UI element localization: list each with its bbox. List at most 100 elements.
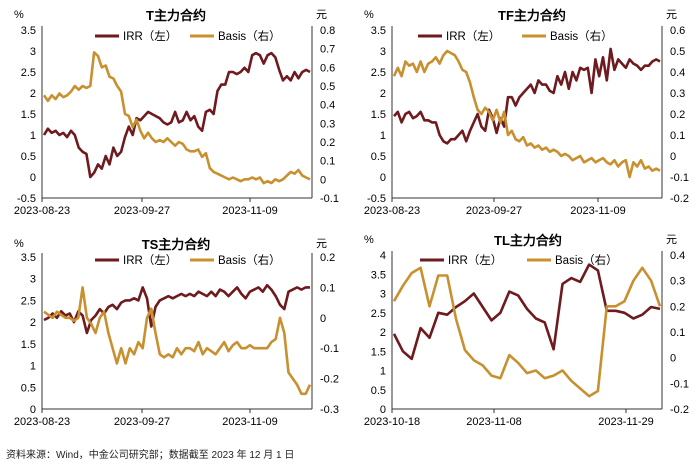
legend-basis-label: Basis（右） (218, 253, 281, 267)
left-tick-label: 2.5 (21, 295, 36, 307)
x-tick-label: 2023-11-09 (222, 416, 277, 428)
right-tick-label: -0.1 (320, 193, 339, 205)
left-tick-label: 1.5 (371, 109, 386, 121)
x-tick-label: 2023-11-09 (570, 205, 625, 217)
right-axis-unit: 元 (316, 238, 327, 250)
chart-title: T主力合约 (146, 8, 206, 23)
x-tick-label: 2023-09-27 (114, 416, 170, 428)
left-tick-label: 1 (30, 130, 36, 142)
right-tick-label: 0.4 (320, 100, 335, 112)
right-tick-label: 0.3 (670, 88, 685, 100)
left-tick-label: -0.5 (17, 193, 36, 205)
right-tick-label: 0.5 (670, 46, 685, 58)
left-axis-unit: % (364, 234, 374, 246)
left-tick-label: 3.5 (371, 269, 386, 281)
legend-basis-label: Basis（右） (550, 29, 613, 43)
irr-series-line (392, 263, 661, 361)
left-tick-label: -0.5 (367, 193, 386, 205)
legend-irr-label: IRR（左） (123, 253, 177, 267)
chart-panel-2: TF主力合约% 元 3.5 3 2.5 2 1.5 1 0.5 0 -0.5 0.6 0.5 0.4 0.3… (364, 8, 689, 217)
chart-title: TS主力合约 (142, 237, 211, 252)
x-tick-label: 2023-11-08 (466, 416, 521, 428)
right-tick-label: -0.1 (670, 172, 689, 184)
left-tick-label: 2 (30, 88, 36, 100)
source-note: 资料来源：Wind，中金公司研究部；数据截至 2023 年 12 月 1 日 (6, 450, 295, 461)
left-tick-label: 2.5 (371, 308, 386, 320)
left-axis-unit: % (14, 9, 24, 21)
x-tick-label: 2023-09-27 (114, 205, 170, 217)
right-tick-label: 0.2 (320, 252, 335, 264)
left-tick-label: 2.5 (371, 67, 386, 79)
left-tick-label: 0 (380, 404, 386, 416)
right-tick-label: -0.2 (670, 404, 689, 416)
legend-irr-label: IRR（左） (123, 29, 177, 43)
left-tick-label: 1.5 (21, 109, 36, 121)
irr-series-line (393, 47, 661, 145)
irr-series-line (42, 51, 311, 179)
left-tick-label: 2 (380, 327, 386, 339)
right-tick-label: 0.2 (670, 109, 685, 121)
right-tick-label: -0.2 (320, 374, 339, 386)
right-tick-label: 0 (320, 174, 326, 186)
left-tick-label: 0 (30, 404, 36, 416)
legend-irr-label: IRR（左） (446, 29, 500, 43)
right-tick-label: 0.6 (670, 25, 685, 37)
basis-series-line (392, 266, 662, 398)
left-tick-label: 0 (30, 172, 36, 184)
right-tick-label: 0 (670, 353, 676, 365)
right-tick-label: 0.1 (320, 282, 335, 294)
left-tick-label: 1.5 (371, 346, 386, 358)
right-tick-label: -0.1 (670, 378, 689, 390)
left-tick-label: 3 (30, 274, 36, 286)
right-tick-label: 0.1 (320, 156, 335, 168)
left-tick-label: 3 (380, 289, 386, 301)
left-tick-label: 3 (30, 46, 36, 58)
chart-panel-3: TS主力合约% 元 3.5 3 2.5 2 1.5 1 0.5 0 0.2 0.1 0 -0.1 -0.2 -… (14, 237, 339, 428)
left-tick-label: 1 (380, 130, 386, 142)
x-tick-label: 2023-09-27 (466, 205, 522, 217)
x-tick-label: 2023-11-09 (222, 205, 277, 217)
x-tick-label: 2023-10-18 (364, 416, 420, 428)
right-tick-label: 0.1 (670, 327, 685, 339)
right-tick-label: 0.6 (320, 62, 335, 74)
basis-series-line (42, 51, 311, 185)
right-axis-unit: 元 (666, 9, 677, 21)
right-tick-label: -0.3 (320, 404, 339, 416)
left-tick-label: 3.5 (21, 252, 36, 264)
basis-series-line (392, 49, 661, 179)
right-tick-label: 0.4 (670, 250, 685, 262)
x-tick-label: 2023-08-23 (364, 205, 420, 217)
irr-series-line (43, 283, 310, 335)
chart-title: TF主力合约 (498, 8, 566, 23)
right-tick-label: 0.2 (320, 137, 335, 149)
left-axis-unit: % (364, 9, 374, 21)
left-tick-label: 4 (380, 250, 386, 262)
left-tick-label: 3.5 (21, 25, 36, 37)
basis-series-line (43, 286, 312, 396)
legend-irr-label: IRR（左） (448, 253, 502, 267)
chart-panel-4: TL主力合约% 元 4 3.5 3 2.5 2 1.5 1 0.5 0 0.4 0.3 0.2 0.1 0 -0… (364, 233, 689, 428)
left-tick-label: 1 (380, 366, 386, 378)
x-tick-label: 2023-08-23 (14, 416, 70, 428)
left-tick-label: 0.5 (371, 385, 386, 397)
right-tick-label: 0.2 (670, 301, 685, 313)
left-axis-unit: % (14, 238, 24, 250)
chart-panel-1: T主力合约% 元 3.5 3 2.5 2 1.5 1 0.5 0 -0.5 0.8 0.7 0.6 0.5 0… (14, 8, 339, 217)
right-tick-label: 0.3 (320, 118, 335, 130)
right-tick-label: 0 (670, 151, 676, 163)
right-tick-label: -0.2 (670, 193, 689, 205)
right-axis-unit: 元 (316, 9, 327, 21)
left-tick-label: 2 (380, 88, 386, 100)
right-tick-label: 0.5 (320, 81, 335, 93)
legend-basis-label: Basis（右） (218, 29, 281, 43)
left-tick-label: 0.5 (371, 151, 386, 163)
left-tick-label: 2.5 (21, 67, 36, 79)
left-tick-label: 1.5 (21, 339, 36, 351)
left-tick-label: 3 (380, 46, 386, 58)
x-tick-label: 2023-08-23 (14, 205, 70, 217)
legend-basis-label: Basis（右） (555, 253, 618, 267)
chart-title: TL主力合约 (494, 233, 562, 248)
left-tick-label: 0 (380, 172, 386, 184)
